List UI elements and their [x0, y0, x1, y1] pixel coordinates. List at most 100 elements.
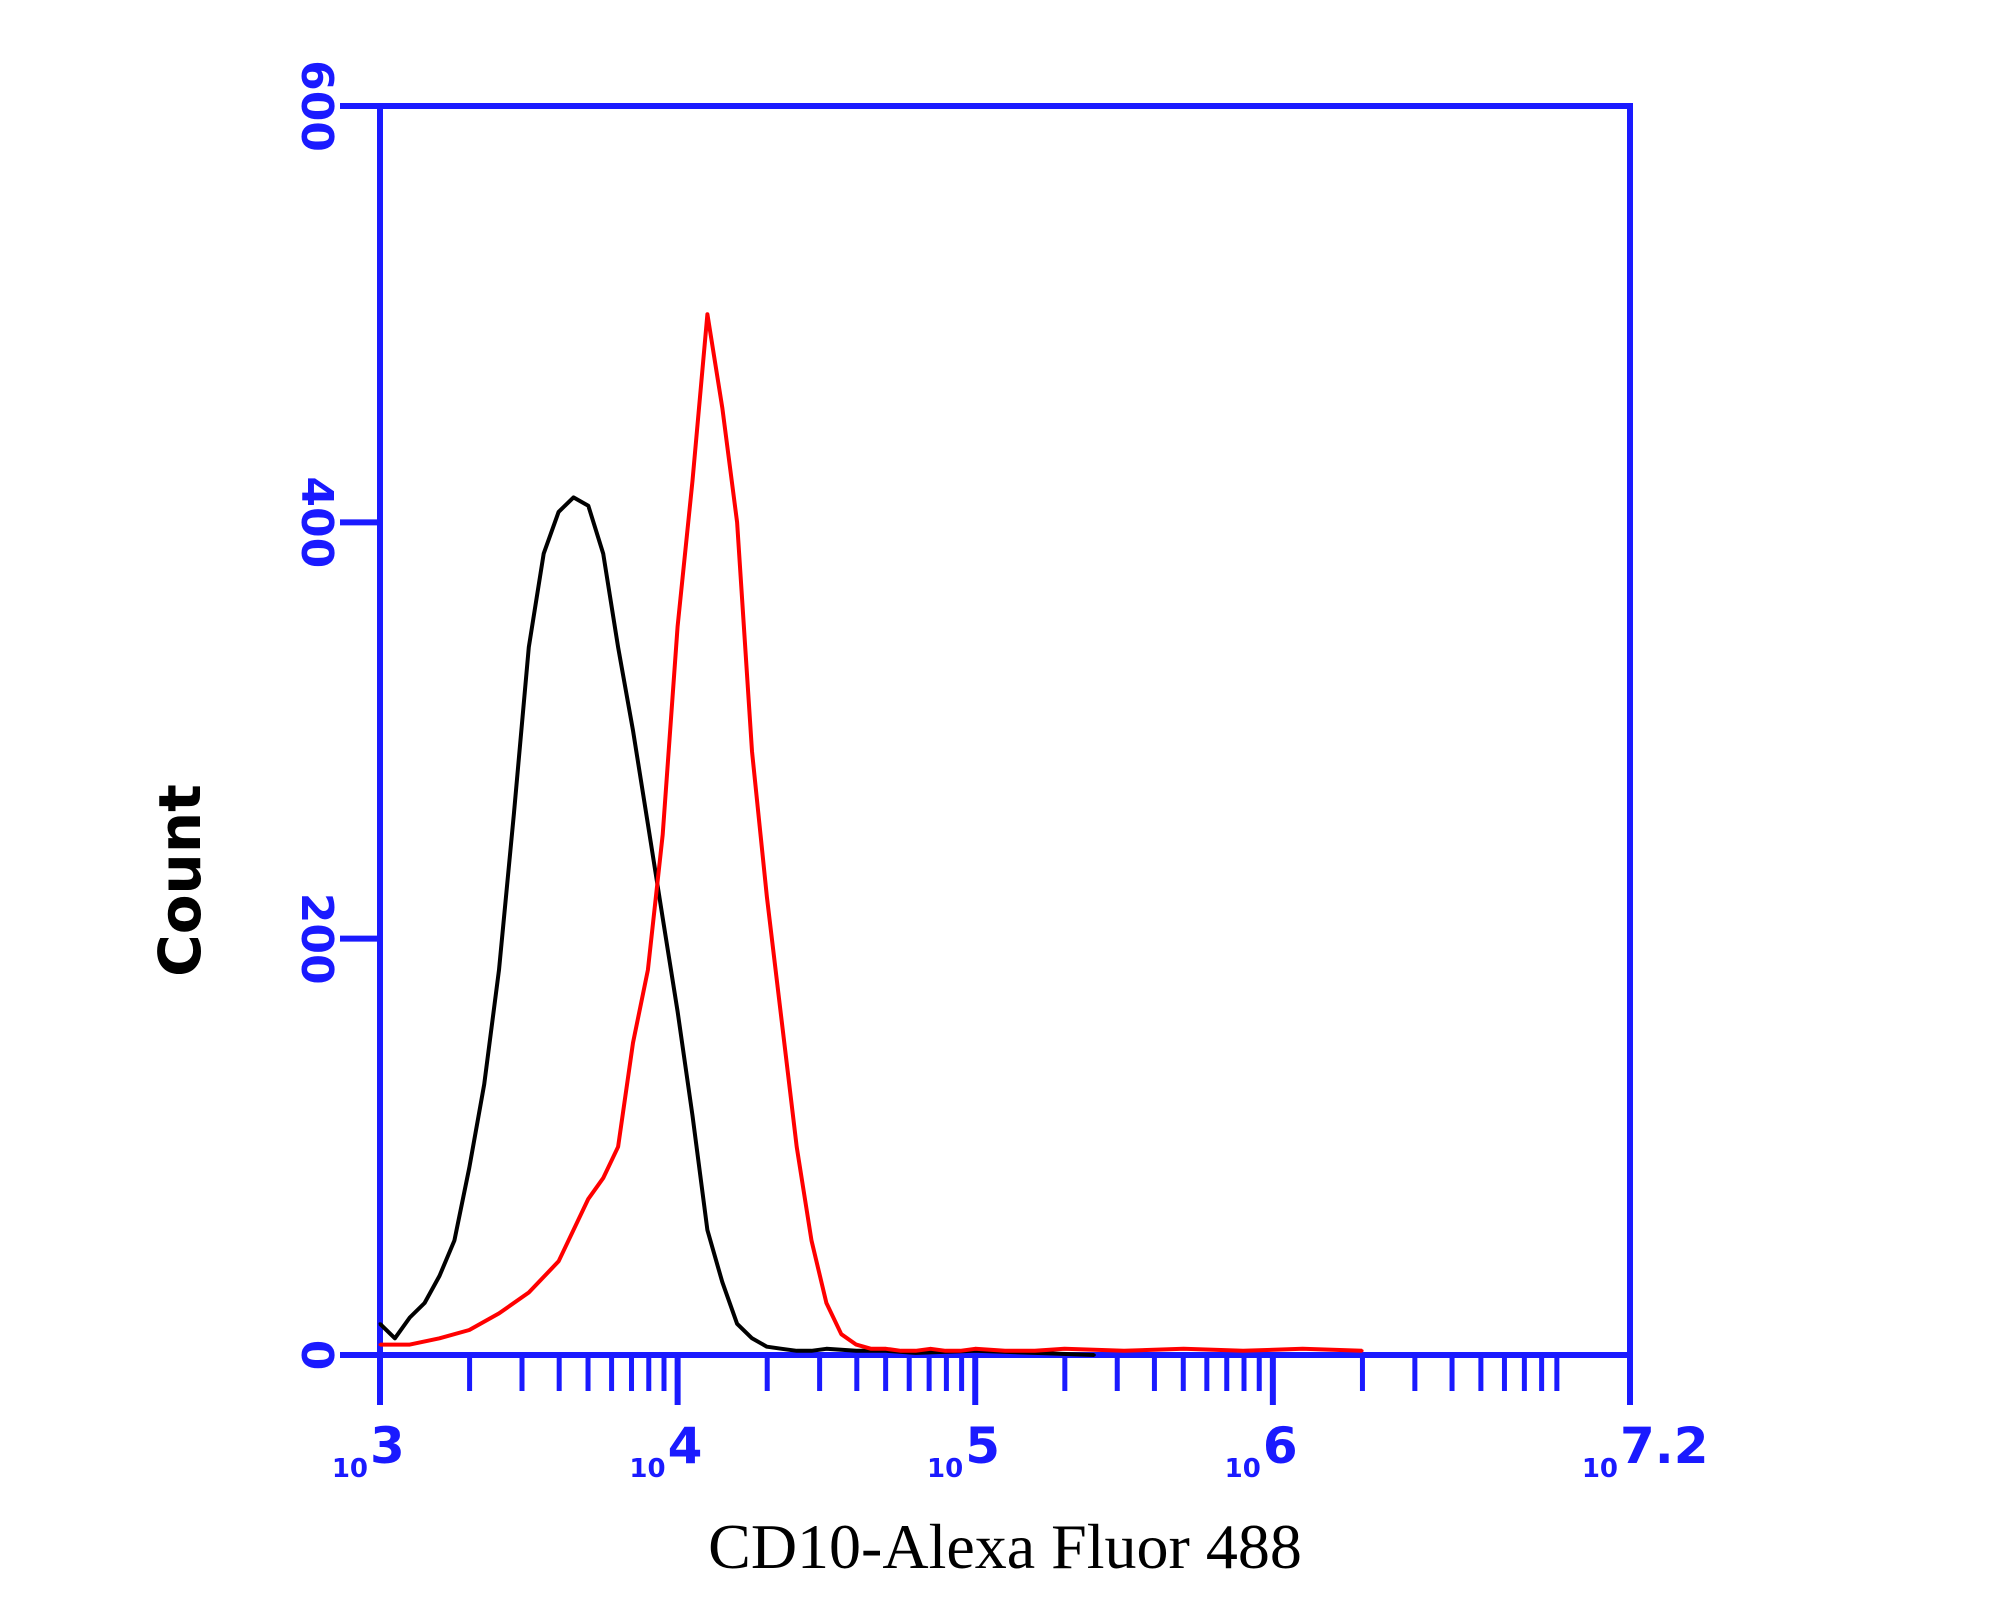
data-point-black [720, 1280, 724, 1284]
data-point-black [661, 916, 665, 920]
data-point-red [691, 479, 694, 483]
data-point-red [824, 1301, 828, 1305]
data-point-black [616, 645, 620, 649]
y-tick-label: 0 [291, 1340, 342, 1371]
data-point-red [705, 312, 709, 316]
y-tick-label: 600 [291, 60, 342, 152]
data-point-red [750, 749, 754, 753]
data-point-black [378, 1322, 382, 1326]
data-point-red [631, 1041, 635, 1045]
data-point-black [854, 1349, 858, 1353]
y-tick-label: 200 [291, 893, 342, 985]
data-point-black [1092, 1353, 1096, 1357]
data-point-red [810, 1239, 813, 1242]
x-tick-base: 10 [1582, 1454, 1618, 1484]
data-point-red [1182, 1347, 1186, 1351]
data-point-red [929, 1347, 933, 1351]
data-point-black [512, 812, 516, 816]
data-point-red [527, 1291, 531, 1294]
data-point-red [616, 1145, 620, 1149]
data-point-red [408, 1343, 412, 1347]
data-point-black [452, 1239, 456, 1242]
data-point-red [378, 1343, 382, 1347]
data-point-red [780, 1020, 784, 1024]
data-point-black [750, 1336, 754, 1340]
x-tick-label: 10 6 [1225, 1417, 1298, 1484]
x-tick-exponent: 4 [668, 1417, 703, 1475]
x-tick-base: 10 [629, 1454, 665, 1484]
data-point-black [765, 1345, 769, 1349]
data-point-red [958, 1349, 962, 1353]
data-point-red [646, 968, 650, 972]
data-point-black [527, 645, 531, 649]
data-point-black [795, 1349, 799, 1353]
data-point-red [854, 1343, 858, 1347]
x-tick-label: 10 5 [927, 1417, 1000, 1484]
data-point-red [1301, 1347, 1305, 1351]
data-point-black [438, 1274, 441, 1278]
data-point-red [497, 1311, 501, 1315]
data-point-red [795, 1145, 799, 1149]
x-tick-exponent: 6 [1263, 1417, 1298, 1475]
data-point-red [1122, 1349, 1126, 1353]
data-point-black [631, 729, 635, 732]
data-point-black [572, 495, 575, 499]
data-point-red [438, 1336, 441, 1340]
x-axis-label: CD10-Alexa Fluor 488 [708, 1511, 1302, 1582]
x-tick-base: 10 [1225, 1454, 1261, 1484]
data-point-black [676, 1010, 680, 1013]
data-point-red [586, 1197, 590, 1201]
data-point-red [467, 1328, 471, 1332]
data-point-red [914, 1349, 918, 1353]
data-point-red [944, 1349, 947, 1353]
data-point-red [1033, 1349, 1037, 1353]
data-point-black [542, 552, 546, 556]
data-point-red [899, 1349, 903, 1353]
x-tick-label: 10 4 [629, 1417, 702, 1484]
series-line-red [380, 312, 1363, 1353]
data-point-red [1241, 1349, 1245, 1353]
data-point-red [676, 624, 680, 628]
data-point-black [423, 1301, 427, 1305]
data-point-red [765, 895, 769, 899]
data-point-black [393, 1336, 397, 1340]
data-point-black [586, 504, 590, 508]
data-point-black [691, 1114, 694, 1118]
data-point-black [557, 510, 561, 514]
y-tick-label: 400 [291, 476, 342, 568]
y-axis-label: Count [146, 784, 214, 977]
data-point-black [780, 1347, 784, 1351]
x-tick-exponent: 7.2 [1620, 1417, 1709, 1475]
series-line-black [378, 495, 1095, 1357]
data-point-black [467, 1166, 471, 1170]
x-tick-label: 10 7.2 [1582, 1417, 1709, 1484]
data-point-black [408, 1316, 412, 1319]
x-tick-label: 10 3 [332, 1417, 405, 1484]
data-point-red [973, 1347, 977, 1351]
x-tick-base: 10 [927, 1454, 963, 1484]
x-tick-exponent: 3 [370, 1417, 405, 1475]
x-tick-base: 10 [332, 1454, 368, 1484]
data-point-red [735, 520, 739, 524]
data-point-black [497, 968, 501, 972]
x-tick-exponent: 5 [965, 1417, 1000, 1475]
data-point-red [557, 1259, 561, 1263]
data-point-black [735, 1322, 739, 1326]
data-point-black [482, 1082, 486, 1086]
data-point-red [601, 1176, 605, 1180]
data-point-black [810, 1349, 813, 1353]
data-point-black [601, 552, 605, 556]
data-point-black [705, 1228, 709, 1232]
data-point-red [839, 1332, 843, 1336]
plot-frame [377, 103, 1633, 1358]
data-point-red [1003, 1349, 1007, 1353]
data-point-red [1063, 1347, 1066, 1351]
data-point-red [1360, 1349, 1364, 1353]
data-point-red [884, 1347, 888, 1351]
data-point-red [661, 833, 665, 837]
data-point-black [824, 1347, 828, 1351]
data-point-red [720, 406, 724, 410]
data-point-red [869, 1347, 873, 1351]
